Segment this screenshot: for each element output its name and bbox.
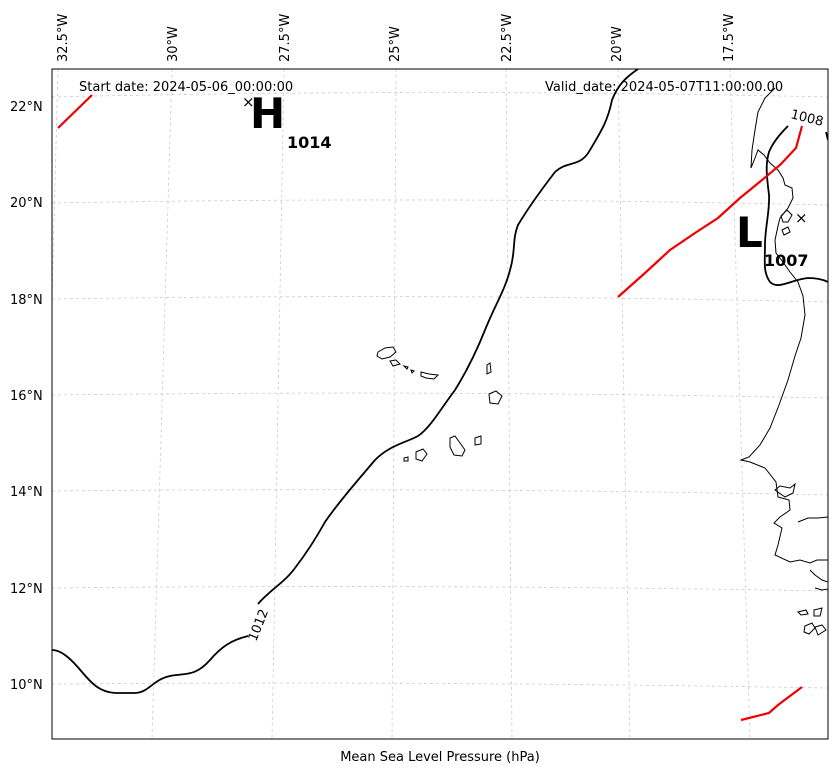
longitude-labels: 32.5°W 30°W 27.5°W 25°W 22.5°W 20°W 17.5… (56, 14, 737, 62)
lat-label-18n: 18°N (10, 293, 43, 308)
low-value: 1007 (764, 251, 809, 270)
lat-label-20n: 20°N (10, 196, 43, 211)
lat-label-22n: 22°N (10, 100, 43, 115)
latitude-labels: 22°N 20°N 18°N 16°N 14°N 12°N 10°N (10, 100, 43, 693)
high-symbol: H (250, 89, 285, 138)
lon-label-25w: 25°W (388, 26, 403, 62)
isobar-1008 (763, 125, 828, 286)
lon-label-22-5w: 22.5°W (500, 14, 515, 62)
front-line-northwest (57, 94, 93, 129)
front-line-east (617, 125, 804, 298)
start-date-label: Start date: 2024-05-06_00:00:00 (79, 80, 293, 95)
front-line-south (740, 686, 803, 722)
contour-label-1008: 1008 (789, 107, 825, 130)
lon-label-17-5w: 17.5°W (722, 14, 737, 62)
lat-label-10n: 10°N (10, 678, 43, 693)
isobar-1012 (52, 69, 639, 694)
high-value: 1014 (287, 133, 332, 152)
low-pressure-center: × L 1007 (736, 208, 809, 270)
high-center-marker: × (242, 93, 255, 111)
cape-verde-islands (376, 346, 503, 462)
low-center-marker: × (795, 209, 808, 227)
lat-label-14n: 14°N (10, 485, 43, 500)
graticule (52, 69, 828, 739)
low-symbol: L (736, 208, 763, 257)
lon-label-30w: 30°W (166, 26, 181, 62)
contour-label-1012: 1012 (246, 607, 272, 643)
valid-date-label: Valid_date: 2024-05-07T11:00:00.00 (545, 80, 783, 95)
map-frame (51, 68, 829, 740)
high-pressure-center: × H 1014 (242, 89, 332, 152)
map-area (52, 69, 828, 739)
lon-label-32-5w: 32.5°W (56, 14, 71, 62)
lat-label-16n: 16°N (10, 389, 43, 404)
lat-label-12n: 12°N (10, 582, 43, 597)
lon-label-20w: 20°W (610, 26, 625, 62)
lon-label-27-5w: 27.5°W (278, 14, 293, 62)
africa-coastline (739, 87, 828, 636)
x-axis-label: Mean Sea Level Pressure (hPa) (340, 750, 540, 765)
